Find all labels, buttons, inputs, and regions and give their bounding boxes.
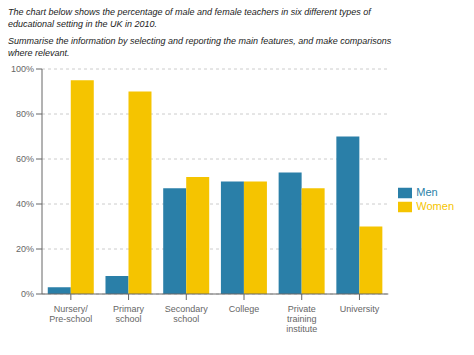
html-text:Women: Women <box>416 200 454 212</box>
svg-text:Privatetraininginstitute: Privatetraininginstitute <box>286 304 317 334</box>
svg-text:Secondaryschool: Secondaryschool <box>165 304 209 324</box>
svg-text:60%: 60% <box>16 154 34 164</box>
svg-text:80%: 80% <box>16 109 34 119</box>
html-text:educational setting in the UK: educational setting in the UK in 2010. <box>8 19 158 29</box>
svg-text:40%: 40% <box>16 199 34 209</box>
html-text:Summarise the information by s: Summarise the information by selecting a… <box>8 36 392 46</box>
svg-text:College: College <box>229 304 260 314</box>
html-text:where relevant.: where relevant. <box>8 48 70 58</box>
svg-text:20%: 20% <box>16 244 34 254</box>
svg-text:Nursery/Pre-school: Nursery/Pre-school <box>49 304 92 324</box>
html-text:Men: Men <box>416 185 438 198</box>
svg-text:100%: 100% <box>11 64 34 74</box>
html-text:The chart below shows the perc: The chart below shows the percentage of … <box>8 7 371 17</box>
svg-text:0%: 0% <box>21 289 34 299</box>
svg-text:Primaryschool: Primaryschool <box>113 304 144 324</box>
svg-text:University: University <box>340 304 380 314</box>
